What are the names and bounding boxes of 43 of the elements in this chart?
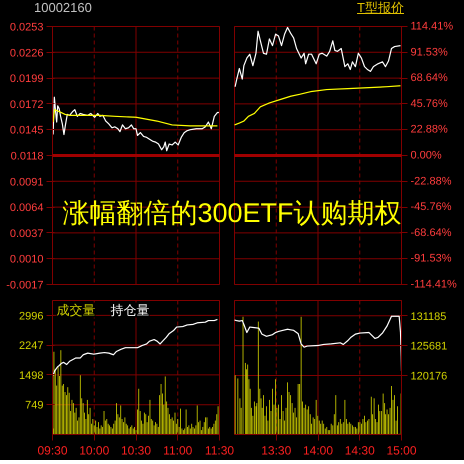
y2-tick-label: 114.41% [410, 20, 454, 32]
y2-tick-label: 68.64% [410, 72, 448, 84]
x-tick-label: 13:30 [261, 444, 292, 458]
y2-tick-label: 0.00% [410, 150, 442, 162]
text: 成交量 [56, 302, 96, 318]
x-tick-label: 10:00 [79, 444, 110, 458]
y2-tick-label: 22.88% [410, 124, 448, 136]
x-tick-label: 14:30 [344, 444, 376, 458]
y-tick-label: -0.0017 [6, 280, 44, 292]
y2-tick-label: -68.64% [410, 226, 452, 239]
y2-tick-label: -22.88% [410, 175, 452, 188]
x-tick-label: 15:00 [386, 444, 417, 458]
y2-tick-label: 125681 [410, 340, 448, 353]
y2-tick-label: 45.76% [410, 98, 448, 110]
text: 涨幅翻倍的300ETF认购期权 [62, 198, 402, 228]
x-tick-label: 14:00 [302, 444, 334, 458]
x-tick-label: 11:30 [204, 444, 234, 458]
y-tick-label: 0.0064 [10, 202, 44, 214]
y-tick-label: 0.0172 [10, 98, 44, 111]
y-tick-label: 0.0010 [10, 254, 44, 266]
x-tick-label: 09:30 [37, 444, 68, 458]
y2-tick-label: -45.76% [410, 201, 452, 214]
y2-tick-label: 91.53% [410, 46, 448, 58]
series-label: 持仓量 [110, 302, 150, 318]
y-tick-label: 0.0118 [10, 150, 44, 162]
y-tick-label: 0.0037 [10, 228, 44, 240]
y-tick-label: 749 [25, 400, 44, 412]
y-tick-label: 0.0145 [10, 124, 44, 137]
y2-tick-label: 120176 [410, 370, 448, 382]
y-tick-label: 0.0199 [10, 73, 44, 86]
y-tick-label: 0.0253 [10, 22, 44, 34]
y2-tick-label: -91.53% [410, 252, 452, 265]
y2-tick-label: -114.41% [410, 278, 457, 290]
x-tick-label: 10:30 [120, 444, 152, 458]
y-tick-label: 0.0091 [10, 176, 44, 188]
y-tick-label: 1498 [19, 370, 44, 382]
y-tick-label: 2247 [19, 340, 44, 352]
chart-subtitle: 10002160 [34, 0, 92, 16]
y2-tick-label: 131185 [410, 310, 446, 323]
y-tick-label: 2996 [19, 310, 44, 322]
y-tick-label: 0.0226 [10, 47, 44, 60]
x-tick-label: 11:00 [163, 444, 193, 458]
text: T型报价 [357, 0, 404, 16]
